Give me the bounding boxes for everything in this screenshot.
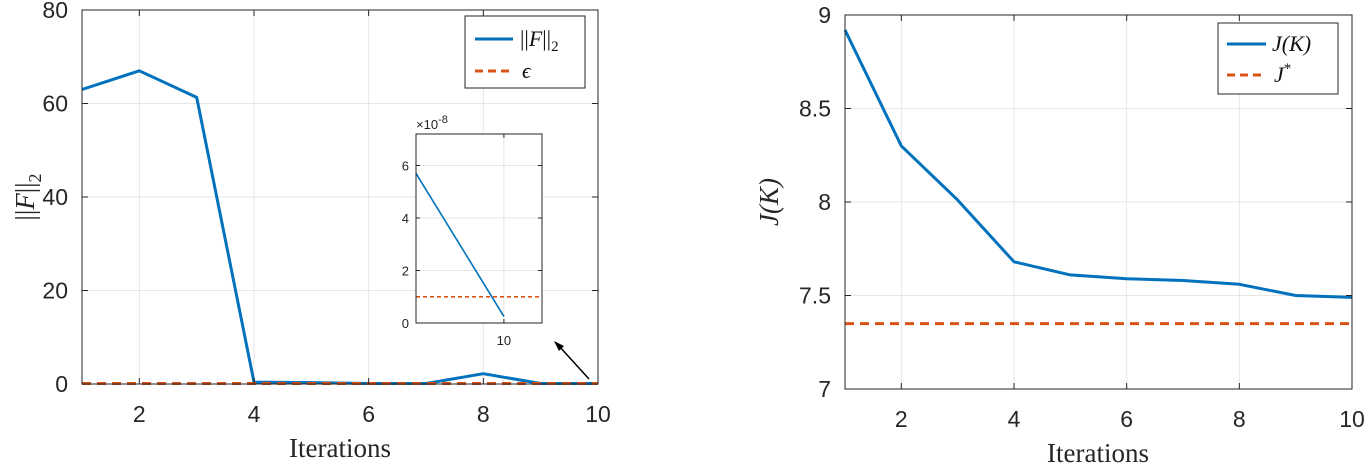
- y-axis-label: J(K): [754, 178, 784, 226]
- x-tick-label: 6: [1120, 406, 1133, 432]
- x-axis-label: Iterations: [289, 433, 391, 463]
- legend-label-cost: J(K): [1272, 31, 1311, 56]
- y-tick-label: 0: [55, 371, 68, 397]
- y-label-symbol: F: [10, 193, 40, 211]
- tick-labels: 2 4 6 8 10 7 7.5 8 8.5 9: [799, 2, 1365, 432]
- inset-lines: [415, 172, 542, 317]
- y-tick-label: 20: [42, 278, 68, 304]
- x-tick-label: 2: [133, 401, 146, 427]
- x-tick-label: 10: [1339, 406, 1365, 432]
- y-tick-label: 60: [42, 91, 68, 117]
- y-tick-label: 6: [402, 159, 409, 174]
- inset-background: [416, 134, 542, 323]
- y-tick-label: 40: [42, 184, 68, 210]
- inset-exponent-label: ×10-8: [416, 114, 448, 132]
- tick-marks: [82, 9, 599, 385]
- tick-marks: [845, 14, 1353, 390]
- series-line-0: [843, 29, 1353, 299]
- y-tick-label: 7.5: [799, 283, 831, 309]
- legend-box: [464, 15, 586, 89]
- y-tick-label: 7: [818, 376, 831, 402]
- x-tick-label: 8: [477, 401, 490, 427]
- y-tick-label: 2: [402, 264, 409, 279]
- y-tick-label: 0: [402, 316, 409, 331]
- plot-lines: [843, 29, 1353, 326]
- x-tick-label: 10: [497, 333, 511, 348]
- y-axis-label: ||F||2: [10, 173, 45, 220]
- x-tick-label: 10: [585, 401, 611, 427]
- x-axis-label: Iterations: [1047, 438, 1149, 467]
- y-tick-label: 8.5: [799, 96, 831, 122]
- series-line-0: [415, 172, 505, 317]
- x-tick-label: 6: [362, 401, 375, 427]
- y-tick-label: 4: [402, 211, 409, 226]
- inset-axes-box: [415, 133, 543, 324]
- inset-tick-marks: [416, 134, 542, 324]
- y-label-bars-open: ||: [10, 210, 40, 221]
- y-tick-label: 8: [818, 189, 831, 215]
- chart-cost-j: 2 4 6 8 10 7 7.5 8 8.5 9 J(K) Iterations J(K) J*: [754, 2, 1365, 467]
- legend-label-epsilon: ϵ: [522, 58, 532, 83]
- x-tick-label: 2: [895, 406, 908, 432]
- inset-zoom: 10 0 2 4 6 ×10-8: [402, 114, 543, 349]
- x-tick-label: 8: [1233, 406, 1246, 432]
- inset-tick-labels: 10 0 2 4 6: [402, 159, 511, 349]
- legend: J(K) J*: [1217, 22, 1339, 95]
- y-tick-label: 9: [818, 2, 831, 28]
- legend-label-norm-f: ||F||2: [520, 26, 559, 55]
- y-tick-label: 80: [42, 0, 68, 23]
- x-tick-label: 4: [248, 401, 261, 427]
- x-tick-label: 4: [1008, 406, 1021, 432]
- legend-label-optimal: J*: [1274, 61, 1291, 87]
- legend-box: [1217, 22, 1339, 95]
- y-label-bars-close: ||: [10, 182, 40, 193]
- y-label-subscript: 2: [25, 173, 45, 182]
- legend: ||F||2 ϵ: [464, 15, 586, 89]
- zoom-arrow: [554, 341, 590, 380]
